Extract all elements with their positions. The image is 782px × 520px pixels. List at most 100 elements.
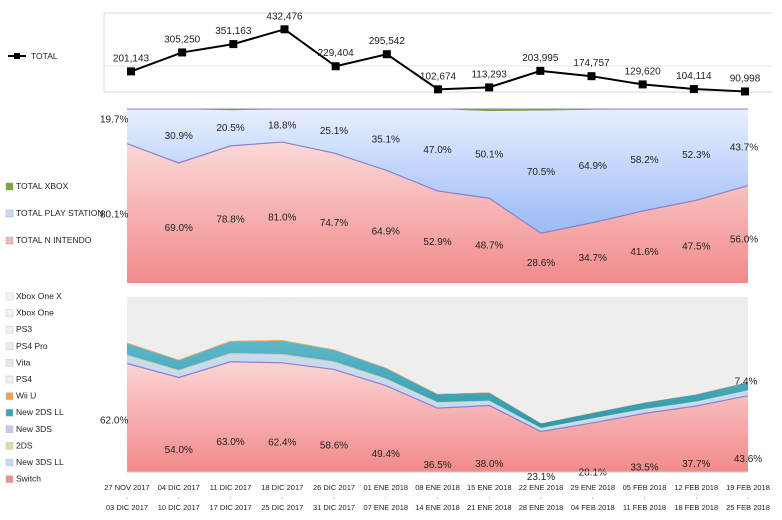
nintendo-data-label: 28.6% — [527, 258, 555, 269]
area-vita — [127, 297, 748, 299]
playstation-data-label: 18.8% — [268, 121, 296, 132]
x-tick-label-start: 27 NOV 2017 — [104, 483, 149, 492]
playstation-data-label: 47.0% — [423, 145, 451, 156]
x-tick-label-end: 31 DIC 2017 — [313, 503, 355, 512]
area-nintendo — [127, 142, 748, 283]
nintendo-data-label: 47.5% — [682, 242, 710, 253]
total-point — [434, 85, 442, 94]
legend-swatch-console — [5, 309, 14, 317]
legend-label-console: 2DS — [16, 440, 33, 450]
playstation-data-label: 64.9% — [579, 161, 607, 172]
x-tick-label-end: 10 DIC 2017 — [158, 503, 200, 512]
x-tick-label-end: 14 ENE 2018 — [415, 503, 460, 512]
legend-label-total: TOTAL — [31, 51, 58, 61]
legend-swatch-console — [5, 326, 14, 334]
legend-label-console: PS4 — [16, 374, 32, 384]
switch-data-label: 23.1% — [527, 472, 555, 483]
x-tick-label-start: 12 FEB 2018 — [674, 483, 718, 492]
legend-swatch-mid — [5, 209, 14, 218]
nintendo-data-label: 52.9% — [423, 237, 451, 248]
total-data-label: 201,143 — [113, 53, 150, 64]
area-xbox — [127, 109, 748, 112]
total-point — [280, 25, 289, 34]
x-tick-label-end: 28 ENE 2018 — [519, 503, 564, 512]
legend-label-console: PS3 — [16, 324, 32, 334]
switch-data-label: 37.7% — [682, 459, 710, 470]
legend-swatch-console — [5, 359, 14, 367]
legend-swatch-console — [5, 342, 14, 350]
boundary-nintendo — [126, 141, 749, 234]
switch-data-label: 43.6% — [734, 454, 762, 465]
total-data-label: 90,998 — [730, 73, 761, 84]
x-tick-label-start: 22 ENE 2018 — [519, 483, 564, 492]
total-point — [638, 80, 647, 89]
legend-swatch-console — [5, 442, 14, 450]
area-xbox-one — [127, 297, 748, 298]
total-data-label: 295,542 — [369, 36, 406, 47]
legend-label-console: Xbox One X — [16, 291, 62, 301]
nintendo-data-label: 81.0% — [268, 213, 296, 224]
switch-data-label: 36.5% — [423, 460, 451, 471]
x-tick-label-end: 07 ENE 2018 — [363, 503, 408, 512]
total-point — [229, 40, 238, 49]
legend-label-console: Wii U — [16, 391, 36, 401]
total-point — [127, 67, 135, 76]
legend-swatch-console — [5, 375, 14, 384]
switch-data-label: 33.5% — [630, 463, 658, 474]
legend-label-console: PS4 Pro — [16, 341, 48, 351]
area-playstation — [127, 109, 748, 234]
x-tick-label-end: 11 FEB 2018 — [623, 503, 666, 512]
legend-label-console: Xbox One — [16, 308, 54, 318]
area-switch — [127, 361, 748, 472]
legend-swatch-console — [5, 475, 14, 483]
legend-swatch-console — [5, 292, 14, 301]
area-ps3 — [127, 297, 748, 298]
playstation-data-label: 43.7% — [730, 143, 758, 154]
x-tick-label-end: 25 DIC 2017 — [261, 503, 303, 512]
x-tick-label-start: 04 DIC 2017 — [158, 483, 200, 492]
x-tick-label-start: 08 ENE 2018 — [415, 483, 460, 492]
x-tick-label-start: 19 FEB 2018 — [726, 483, 770, 492]
nintendo-data-label: 56.0% — [730, 234, 758, 245]
legend-swatch-mid — [5, 236, 14, 245]
total-point — [741, 87, 749, 96]
playstation-data-label: 25.1% — [320, 126, 348, 137]
x-tick-label-start: 26 DIC 2017 — [313, 483, 355, 492]
playstation-data-label: 20.5% — [216, 123, 244, 134]
total-point — [331, 62, 340, 71]
legend-swatch-console — [5, 425, 14, 433]
x-tick-label-end: 25 FEB 2018 — [726, 503, 770, 512]
total-point — [689, 85, 698, 94]
nintendo-data-label: 34.7% — [579, 253, 607, 264]
legend-marker-total — [14, 53, 20, 59]
nintendo-data-label: 48.7% — [475, 241, 503, 252]
legend-label-console: New 3DS LL — [16, 457, 64, 467]
new-2ds-ll-data-label: 7.4% — [735, 376, 758, 387]
legend-swatch-console — [5, 409, 14, 417]
switch-data-label: 62.4% — [268, 437, 296, 448]
x-tick-label-end: 17 DIC 2017 — [209, 503, 251, 512]
legend-swatch-console — [5, 392, 14, 400]
playstation-data-label: 58.2% — [630, 155, 658, 166]
total-data-label: 174,757 — [573, 58, 610, 69]
total-data-label: 305,250 — [164, 34, 201, 45]
total-data-label: 432,476 — [266, 11, 303, 22]
playstation-data-label: 50.1% — [475, 150, 503, 161]
total-data-label: 102,674 — [420, 71, 457, 82]
x-tick-label-start: 11 DIC 2017 — [210, 483, 252, 492]
x-tick-label-start: 15 ENE 2018 — [467, 483, 512, 492]
legend-label-console: Vita — [16, 357, 31, 367]
legend-label-console: New 3DS — [16, 424, 52, 434]
switch-data-label: 58.6% — [320, 441, 348, 452]
switch-data-label: 49.4% — [372, 449, 400, 460]
total-data-label: 229,404 — [318, 48, 355, 59]
x-tick-label-end: 18 FEB 2018 — [674, 503, 718, 512]
x-tick-label-end: 03 DIC 2017 — [106, 503, 148, 512]
total-point — [382, 50, 391, 59]
nintendo-data-label: 41.6% — [630, 247, 658, 258]
boundary-switch — [126, 361, 749, 433]
legend-label-mid: TOTAL N INTENDO — [16, 235, 92, 245]
total-data-label: 129,620 — [625, 66, 662, 77]
nintendo-data-label: 64.9% — [372, 227, 400, 238]
